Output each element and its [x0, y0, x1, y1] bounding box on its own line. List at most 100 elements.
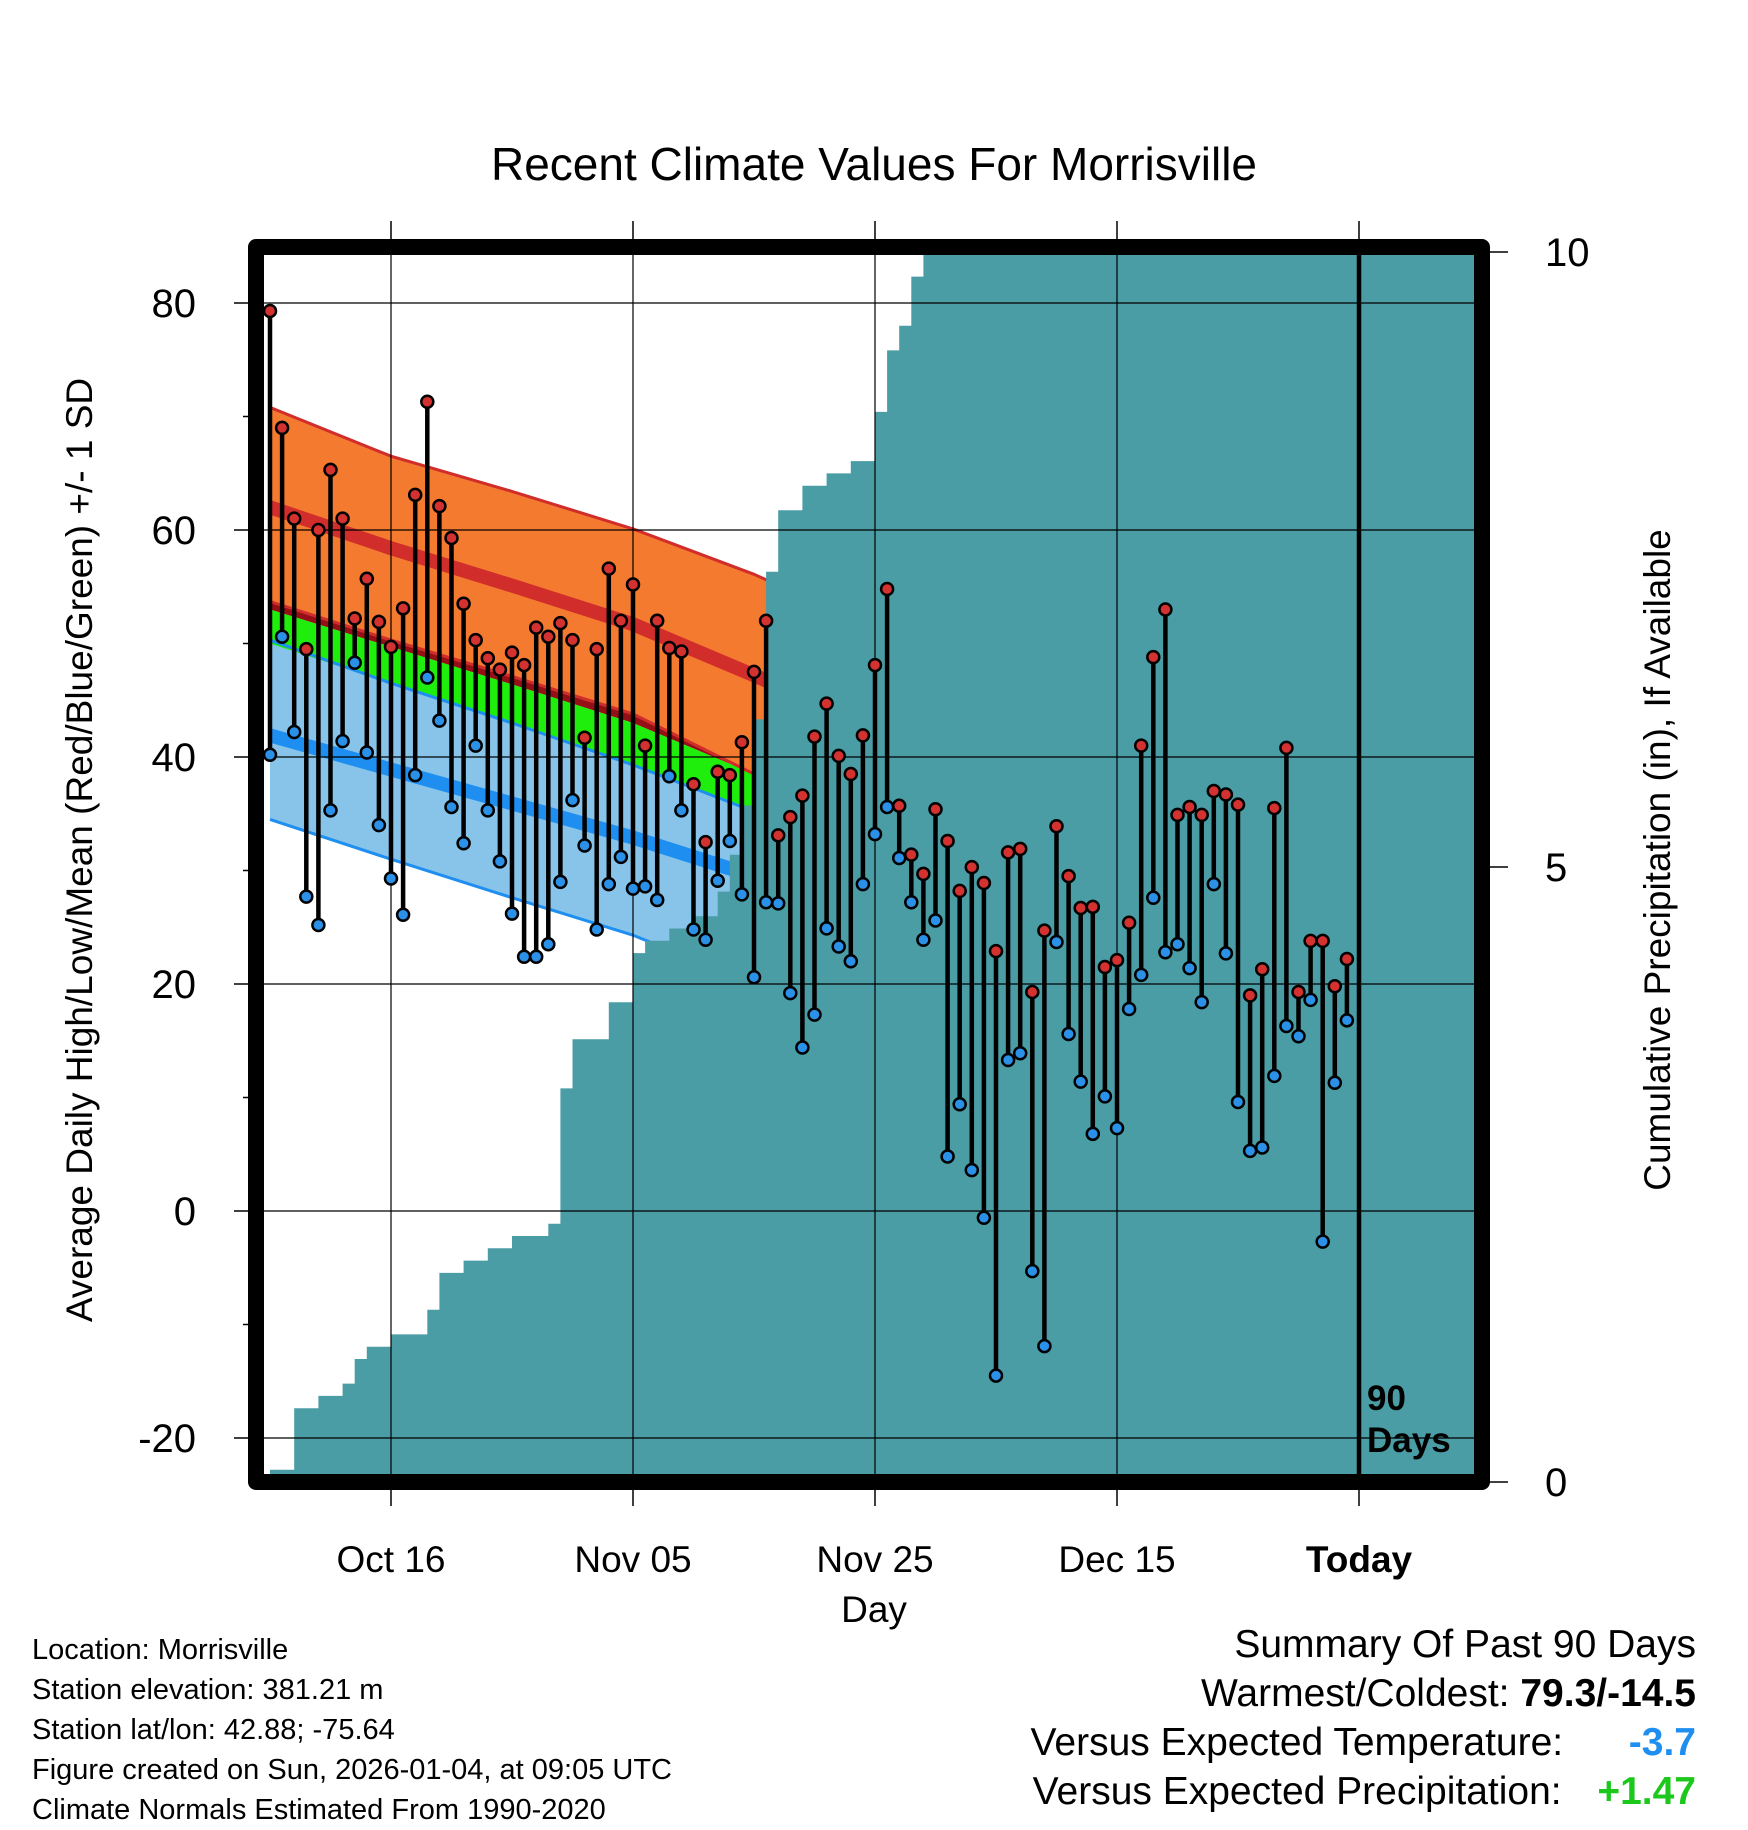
low-temp-point [746, 969, 762, 985]
high-temp-point [662, 640, 677, 656]
high-temp-point [783, 809, 798, 825]
low-temp-point [383, 871, 399, 886]
y-tick-label: 0 [174, 1190, 196, 1234]
low-temp-point [1279, 1018, 1294, 1034]
high-temp-point [589, 641, 604, 657]
high-temp-point [1146, 649, 1161, 665]
high-temp-point [444, 530, 459, 546]
summary-panel: Summary Of Past 90 Days Warmest/Coldest:… [1031, 1620, 1696, 1816]
low-temp-point [1000, 1052, 1016, 1068]
high-temp-point [565, 632, 580, 648]
low-temp-point [1012, 1045, 1028, 1061]
high-temp-point [1133, 738, 1149, 753]
high-temp-point [274, 420, 290, 436]
high-temp-point [722, 767, 738, 783]
high-temp-point [819, 696, 834, 711]
high-temp-point [323, 462, 338, 478]
x-tick-label: Today [1306, 1539, 1413, 1580]
high-temp-point [1182, 799, 1197, 815]
high-temp-point [1085, 899, 1101, 915]
x-tick-label: Nov 05 [574, 1539, 691, 1580]
info-normals: Climate Normals Estimated From 1990-2020 [32, 1794, 606, 1826]
low-temp-point [1182, 960, 1197, 976]
y-axis-label: Average Daily High/Low/Mean (Red/Blue/Gr… [59, 378, 100, 1322]
high-temp-point [407, 487, 423, 503]
low-temp-point [928, 913, 943, 928]
low-temp-point [274, 629, 290, 644]
low-temp-point [662, 769, 677, 784]
high-temp-point [1327, 979, 1343, 994]
high-temp-point [359, 571, 375, 587]
high-temp-point [1170, 807, 1185, 823]
high-temp-point [335, 511, 350, 526]
high-temp-point [1049, 818, 1064, 834]
high-temp-point [637, 738, 653, 753]
high-temp-point [432, 498, 447, 514]
low-temp-point [1254, 1140, 1270, 1155]
low-temp-point [286, 724, 302, 740]
low-temp-point [686, 922, 701, 937]
low-temp-point [710, 873, 725, 888]
high-temp-point [1206, 783, 1222, 799]
low-temp-point [371, 817, 387, 833]
low-temp-point [1109, 1120, 1125, 1136]
high-temp-point [831, 748, 846, 764]
high-temp-point [1315, 933, 1330, 949]
info-latlon: Station lat/lon: 42.88; -75.64 [32, 1714, 395, 1746]
high-temp-point [1267, 800, 1282, 816]
low-temp-point [1025, 1263, 1040, 1279]
summary-temp-value: -3.7 [1628, 1721, 1696, 1764]
low-temp-point [843, 954, 859, 969]
summary-warmest-label: Warmest/Coldest: [1201, 1672, 1510, 1715]
low-temp-point [492, 854, 508, 869]
low-temp-point [940, 1149, 955, 1164]
low-temp-point [359, 745, 375, 760]
low-temp-point [395, 907, 411, 923]
x-axis-label: Day [841, 1589, 907, 1630]
low-temp-point [456, 836, 471, 851]
high-temp-point [1025, 984, 1040, 1000]
low-temp-point [420, 670, 435, 685]
high-temp-point [1242, 988, 1258, 1003]
high-temp-point [1073, 900, 1088, 916]
low-temp-point [516, 949, 532, 965]
high-temp-point [299, 641, 314, 657]
high-temp-point [311, 522, 326, 538]
summary-precip-label: Versus Expected Precipitation: [1032, 1770, 1562, 1813]
low-temp-point [1049, 934, 1064, 950]
high-temp-point [916, 866, 931, 882]
high-temp-point [601, 561, 617, 576]
low-temp-point [1133, 967, 1149, 983]
high-temp-point [468, 632, 483, 648]
station-info: Location: Morrisville Station elevation:… [32, 1630, 672, 1830]
low-temp-point [783, 985, 798, 1001]
high-temp-point [553, 615, 568, 631]
summary-precip-row: Versus Expected Precipitation: +1.47 [1031, 1767, 1696, 1816]
high-temp-point [952, 883, 967, 899]
high-temp-point [964, 859, 980, 875]
low-temp-point [637, 879, 653, 894]
high-temp-point [528, 620, 544, 635]
summary-heading: Summary Of Past 90 Days [1234, 1623, 1696, 1666]
low-temp-point [867, 826, 883, 842]
low-temp-point [807, 1007, 822, 1022]
high-temp-point [577, 730, 592, 745]
high-temp-point [710, 764, 725, 780]
high-temp-point [686, 776, 701, 792]
high-temp-point [262, 303, 278, 319]
high-temp-point [625, 577, 641, 592]
low-temp-point [1097, 1089, 1113, 1104]
low-temp-point [976, 1210, 992, 1226]
low-temp-point [504, 906, 520, 921]
low-temp-point [1170, 937, 1185, 952]
y2-axis-label: Cumulative Precipitation (in), If Availa… [1637, 529, 1678, 1191]
high-temp-point [746, 664, 762, 680]
low-temp-point [347, 655, 362, 671]
y-tick-label: -20 [138, 1417, 196, 1461]
info-location: Location: Morrisville [32, 1634, 289, 1666]
high-temp-point [674, 644, 689, 659]
high-temp-point [456, 596, 471, 612]
high-temp-point [807, 729, 822, 744]
high-temp-point [1061, 868, 1076, 884]
low-temp-point [1315, 1234, 1330, 1249]
